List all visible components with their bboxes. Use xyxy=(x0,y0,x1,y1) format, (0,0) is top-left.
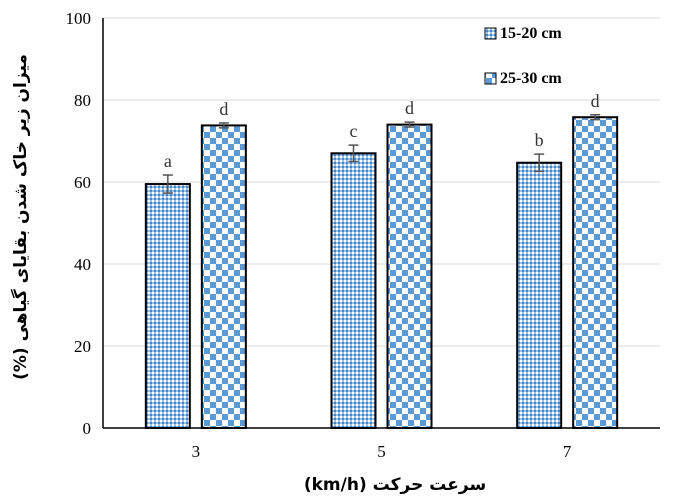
error-bar xyxy=(218,122,229,129)
x-axis-title: سرعت حرکت (km/h) xyxy=(304,475,486,495)
gridlines xyxy=(103,17,660,347)
bar-25-30cm xyxy=(572,116,619,429)
legend-label: 25-30 cm xyxy=(500,70,562,87)
significance-letter: a xyxy=(164,151,172,171)
x-tick-label: 3 xyxy=(192,442,201,461)
y-tick-label: 40 xyxy=(74,255,91,274)
error-bar xyxy=(534,153,545,173)
legend-label: 15-20 cm xyxy=(500,25,562,42)
legend-swatch xyxy=(484,72,497,85)
x-tick-label: 7 xyxy=(563,442,572,461)
significance-letter: d xyxy=(219,99,228,119)
y-tick-label: 100 xyxy=(66,9,92,28)
bar-25-30cm xyxy=(200,124,247,429)
x-tick-label: 5 xyxy=(377,442,386,461)
legend: 15-20 cm 25-30 cm xyxy=(484,25,562,87)
y-tick-label: 0 xyxy=(83,419,92,438)
bar-15-20cm xyxy=(516,161,563,429)
significance-letter: b xyxy=(535,130,544,150)
bar-15-20cm xyxy=(330,152,377,430)
bar-25-30cm xyxy=(386,123,433,429)
significance-letter: d xyxy=(591,91,600,111)
error-bar xyxy=(590,114,601,121)
error-bar xyxy=(404,121,415,128)
legend-swatch xyxy=(484,27,497,40)
error-bar xyxy=(162,174,173,194)
significance-letter: c xyxy=(350,121,358,141)
error-bar xyxy=(348,144,359,163)
bars: a d c d b d xyxy=(144,91,619,430)
axes: 0 20 40 60 80 100 3 5 7 xyxy=(66,9,660,461)
y-tick-label: 20 xyxy=(74,337,91,356)
y-tick-label: 80 xyxy=(74,91,91,110)
significance-letter: d xyxy=(405,98,414,118)
y-axis-title: میزان زیر خاک شدن بقایای گیاهی (%) xyxy=(10,54,31,380)
y-tick-label: 60 xyxy=(74,173,91,192)
bar-15-20cm xyxy=(144,183,191,429)
